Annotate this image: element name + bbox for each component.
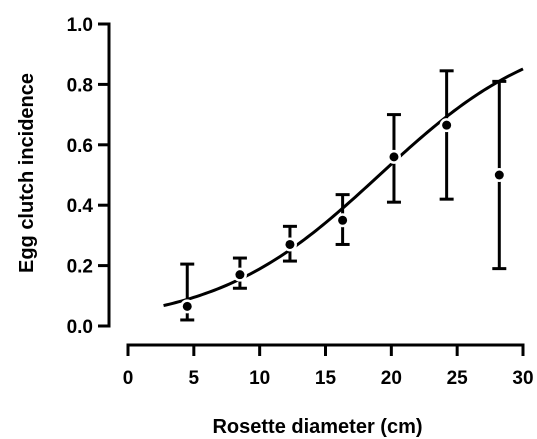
data-point xyxy=(338,215,348,225)
x-tick-label: 15 xyxy=(315,368,337,389)
data-point xyxy=(285,239,295,249)
y-axis-title: Egg clutch incidence xyxy=(16,73,38,273)
y-tick-label: 0.6 xyxy=(67,136,93,157)
x-axis-title: Rosette diameter (cm) xyxy=(212,416,422,438)
data-point xyxy=(182,301,192,311)
y-tick-label: 1.0 xyxy=(67,15,93,36)
y-tick-label: 0.0 xyxy=(67,317,93,338)
x-axis: 0 5 10 15 20 25 30 xyxy=(123,343,534,389)
fit-curve xyxy=(163,67,524,308)
data-point xyxy=(494,170,504,180)
x-tick-label: 25 xyxy=(447,368,469,389)
y-tick-label: 0.8 xyxy=(67,75,93,96)
data-point xyxy=(235,270,245,280)
y-tick-label: 0.2 xyxy=(67,257,93,278)
fit-curve-group xyxy=(163,67,524,308)
x-tick-label: 5 xyxy=(189,368,200,389)
data-point xyxy=(442,120,452,130)
data-points xyxy=(180,118,507,314)
y-axis: 0.0 0.2 0.4 0.6 0.8 1.0 xyxy=(67,15,111,338)
x-tick-label: 0 xyxy=(123,368,134,389)
x-tick-label: 10 xyxy=(249,368,270,389)
x-tick-label: 20 xyxy=(381,368,402,389)
x-tick-label: 30 xyxy=(512,368,533,389)
y-tick-label: 0.4 xyxy=(67,196,94,217)
data-point xyxy=(389,152,399,162)
